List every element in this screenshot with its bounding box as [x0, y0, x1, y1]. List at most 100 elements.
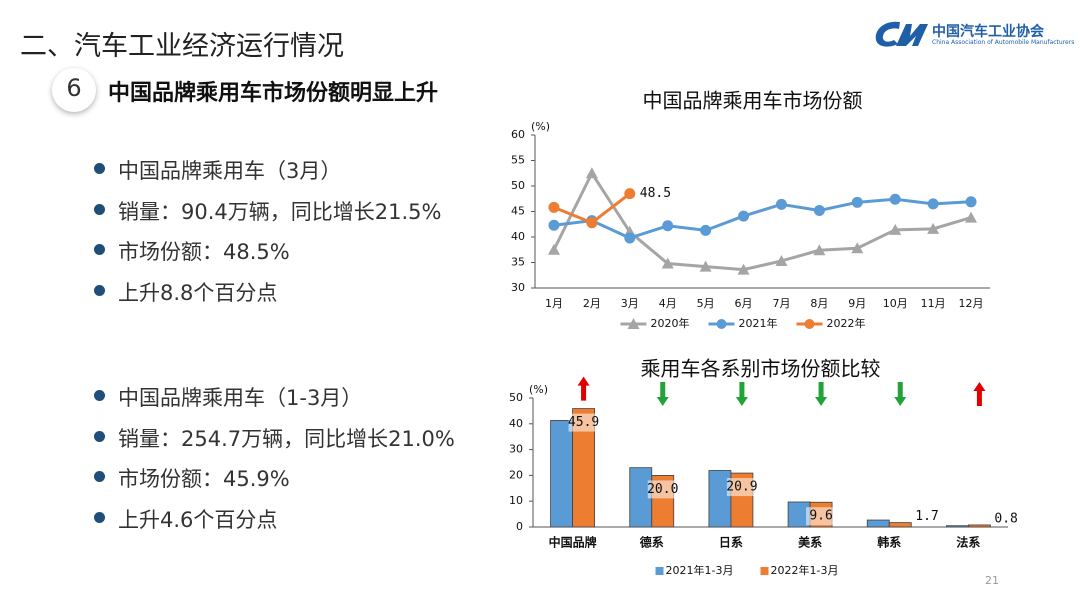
legend-label: 2021年1-3月	[666, 563, 734, 577]
x-tick-label: 2月	[583, 297, 601, 310]
data-label: 1.7	[915, 509, 938, 524]
point	[737, 263, 750, 275]
data-label: 20.0	[647, 482, 678, 497]
bullet-dot	[94, 511, 105, 523]
bar	[946, 525, 969, 528]
point	[851, 242, 864, 254]
point	[624, 232, 636, 244]
y-tick-label: 10	[509, 494, 523, 507]
change-arrow	[656, 382, 669, 406]
x-tick-label: 中国品牌	[549, 535, 597, 550]
point	[813, 204, 825, 216]
x-tick-label: 5月	[697, 297, 715, 310]
change-arrow	[894, 382, 907, 406]
bullet-text: 上升4.6个百分点	[118, 507, 278, 532]
logo-name: 中国汽车工业协会	[932, 24, 1044, 40]
bullet-text: 中国品牌乘用车（3月）	[118, 159, 342, 183]
section-number: 6	[66, 74, 82, 102]
legend-swatch	[655, 567, 664, 575]
data-label: 20.9	[726, 480, 757, 495]
data-label-bg	[647, 480, 678, 499]
point	[624, 188, 636, 200]
series-line	[553, 197, 972, 240]
logo-subtitle: China Association of Automobile Manufact…	[932, 39, 1075, 46]
data-label: 9.6	[809, 509, 832, 524]
bar	[888, 522, 912, 528]
point	[548, 219, 560, 231]
change-arrow	[815, 382, 828, 406]
y-tick-label: 45	[511, 205, 525, 218]
bullet-dot	[94, 471, 105, 482]
x-tick-label: 韩系	[877, 535, 901, 550]
data-label-bg	[568, 413, 599, 432]
y-tick-label: 35	[511, 256, 525, 269]
x-tick-label: 12月	[959, 297, 984, 310]
bullet-dot	[94, 284, 105, 296]
point	[661, 257, 674, 269]
point	[700, 224, 712, 236]
section-title: 中国品牌乘用车市场份额明显上升	[108, 81, 439, 106]
data-label-bg	[726, 478, 757, 497]
bullet-text: 上升8.8个百分点	[118, 280, 278, 305]
legend-swatch	[760, 567, 769, 575]
point	[699, 260, 712, 272]
y-axis-label: (%)	[531, 120, 550, 133]
x-tick-label: 4月	[659, 297, 677, 310]
point	[813, 244, 826, 256]
point	[889, 193, 901, 205]
x-tick-label: 1月	[545, 297, 563, 310]
x-tick-label: 7月	[772, 297, 790, 310]
point	[965, 196, 977, 208]
bar	[572, 408, 595, 528]
legend-label: 2021年	[739, 316, 778, 330]
point	[927, 222, 940, 234]
x-tick-label: 9月	[848, 297, 866, 310]
change-arrow	[973, 382, 986, 406]
x-tick-label: 美系	[798, 535, 822, 550]
x-tick-label: 6月	[735, 297, 753, 310]
slide-title: 二、汽车工业经济运行情况	[20, 31, 344, 62]
legend-marker	[627, 318, 640, 329]
legend-label: 2022年1-3月	[771, 563, 839, 577]
bullet-dot	[94, 244, 105, 255]
y-tick-label: 40	[509, 417, 523, 430]
change-arrow	[735, 382, 748, 406]
bullet-text: 中国品牌乘用车（1-3月）	[118, 386, 363, 410]
point	[586, 217, 598, 229]
x-tick-label: 11月	[921, 297, 946, 310]
bullet-dot	[94, 430, 105, 442]
x-tick-label: 日系	[719, 535, 743, 550]
point	[548, 201, 560, 213]
y-tick-label: 0	[516, 520, 523, 533]
point	[927, 198, 939, 210]
data-label: 0.8	[994, 511, 1017, 526]
bullet-dot	[94, 163, 105, 174]
point	[738, 210, 750, 222]
point	[547, 243, 560, 255]
bullet-text: 市场份额：48.5%	[118, 240, 290, 264]
series-line	[552, 170, 972, 272]
point	[585, 167, 598, 179]
bullet-dot	[94, 390, 105, 401]
y-axis-label: (%)	[529, 383, 548, 396]
y-tick-label: 30	[511, 281, 525, 294]
point	[889, 223, 902, 235]
legend-marker	[716, 319, 727, 329]
bullet-text: 市场份额：45.9%	[118, 467, 290, 491]
y-tick-label: 30	[509, 443, 523, 456]
point	[965, 211, 978, 223]
bar	[550, 420, 573, 528]
bullet-text: 销量：254.7万辆，同比增长21.0%	[118, 426, 455, 451]
y-tick-label: 50	[511, 179, 525, 192]
x-tick-label: 10月	[883, 297, 908, 310]
legend-marker	[804, 319, 815, 329]
chart-title: 乘用车各系别市场份额比较	[641, 357, 881, 381]
bullet-dot	[94, 203, 105, 215]
y-tick-label: 50	[509, 391, 523, 404]
point	[775, 254, 788, 266]
y-tick-label: 20	[509, 468, 523, 481]
bullet-text: 销量：90.4万辆，同比增长21.5%	[118, 199, 442, 224]
bar	[968, 524, 991, 528]
